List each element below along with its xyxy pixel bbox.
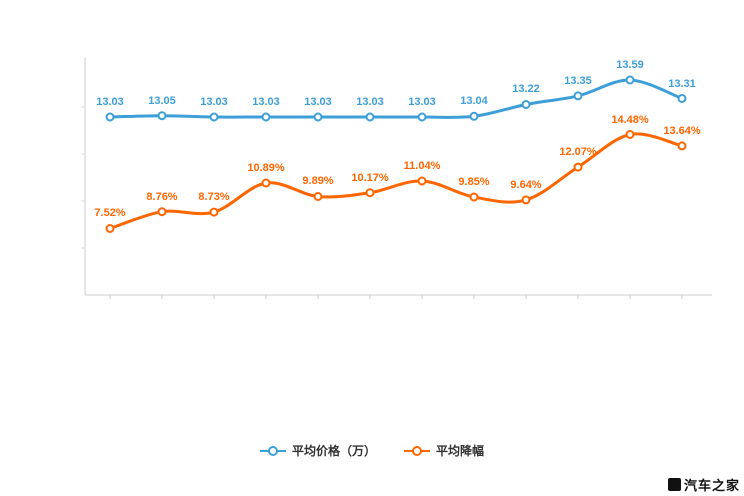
- data-point-label: 13.03: [96, 96, 124, 108]
- data-point-marker: [261, 178, 271, 188]
- data-point-marker: [469, 111, 479, 121]
- data-point-label: 11.04%: [403, 159, 441, 172]
- legend-line-marker-blue-icon: [259, 445, 286, 456]
- data-point-label: 13.05: [148, 94, 176, 107]
- data-point-label: 13.35: [564, 74, 592, 87]
- data-point-label: 10.17%: [351, 171, 389, 184]
- data-point-marker: [105, 224, 115, 233]
- chart-legend: 平均价格（万） 平均降幅: [0, 442, 744, 459]
- data-point-marker: [573, 91, 583, 101]
- chart-plot-svg: [81, 58, 712, 299]
- data-point-marker: [677, 141, 687, 151]
- data-point-marker: [417, 112, 427, 122]
- data-point-label: 13.31: [668, 77, 696, 90]
- data-point-label: 9.64%: [510, 178, 542, 191]
- data-point-label: 8.73%: [198, 191, 230, 204]
- data-point-label: 13.03: [356, 96, 384, 108]
- data-point-marker: [417, 176, 427, 186]
- data-point-marker: [469, 192, 479, 202]
- series-line-0: [108, 78, 684, 119]
- data-point-label: 8.76%: [146, 190, 178, 203]
- data-point-label: 9.85%: [458, 176, 490, 189]
- autohome-logo-icon: [667, 478, 681, 491]
- data-point-marker: [573, 162, 583, 172]
- data-point-marker: [625, 130, 635, 139]
- watermark-text: 汽车之家: [683, 478, 740, 493]
- data-point-label: 7.52%: [94, 207, 126, 220]
- data-point-marker: [521, 100, 531, 109]
- data-point-marker: [105, 112, 115, 122]
- data-point-label: 13.03: [200, 96, 228, 108]
- watermark: 汽车之家: [667, 475, 740, 494]
- data-point-label: 13.64%: [663, 124, 701, 137]
- data-point-marker: [157, 111, 167, 121]
- data-point-marker: [625, 75, 635, 85]
- data-point-marker: [157, 207, 167, 217]
- data-point-marker: [261, 112, 271, 122]
- legend-label-avg-price: 平均价格（万）: [291, 444, 376, 458]
- line-chart: 13.03 13.05 13.03 13.03 13.03 13.03 13.03 13.04…: [81, 58, 712, 299]
- data-point-marker: [521, 195, 531, 205]
- legend-item-avg-price[interactable]: 平均价格（万）: [259, 442, 376, 459]
- data-point-marker: [313, 112, 323, 122]
- legend-line-marker-orange-icon: [404, 445, 430, 456]
- data-point-marker: [365, 188, 375, 198]
- legend-item-avg-discount[interactable]: 平均降幅: [404, 442, 484, 459]
- data-point-marker: [209, 112, 219, 122]
- data-point-label: 13.03: [252, 96, 280, 108]
- data-point-label: 13.59: [616, 59, 644, 72]
- data-point-label: 13.03: [304, 96, 332, 108]
- data-point-marker: [209, 207, 219, 217]
- legend-label-avg-discount: 平均降幅: [436, 444, 485, 458]
- data-point-label: 14.48%: [611, 113, 649, 126]
- data-point-label: 13.03: [408, 96, 436, 108]
- data-point-label: 12.07%: [559, 146, 597, 159]
- data-point-label: 13.04: [460, 95, 488, 108]
- data-point-label: 10.89%: [247, 161, 285, 174]
- data-point-marker: [313, 192, 323, 201]
- data-point-marker: [677, 94, 687, 103]
- data-point-label: 13.22: [512, 83, 540, 96]
- data-point-label: 9.89%: [302, 175, 334, 188]
- data-point-marker: [365, 112, 375, 122]
